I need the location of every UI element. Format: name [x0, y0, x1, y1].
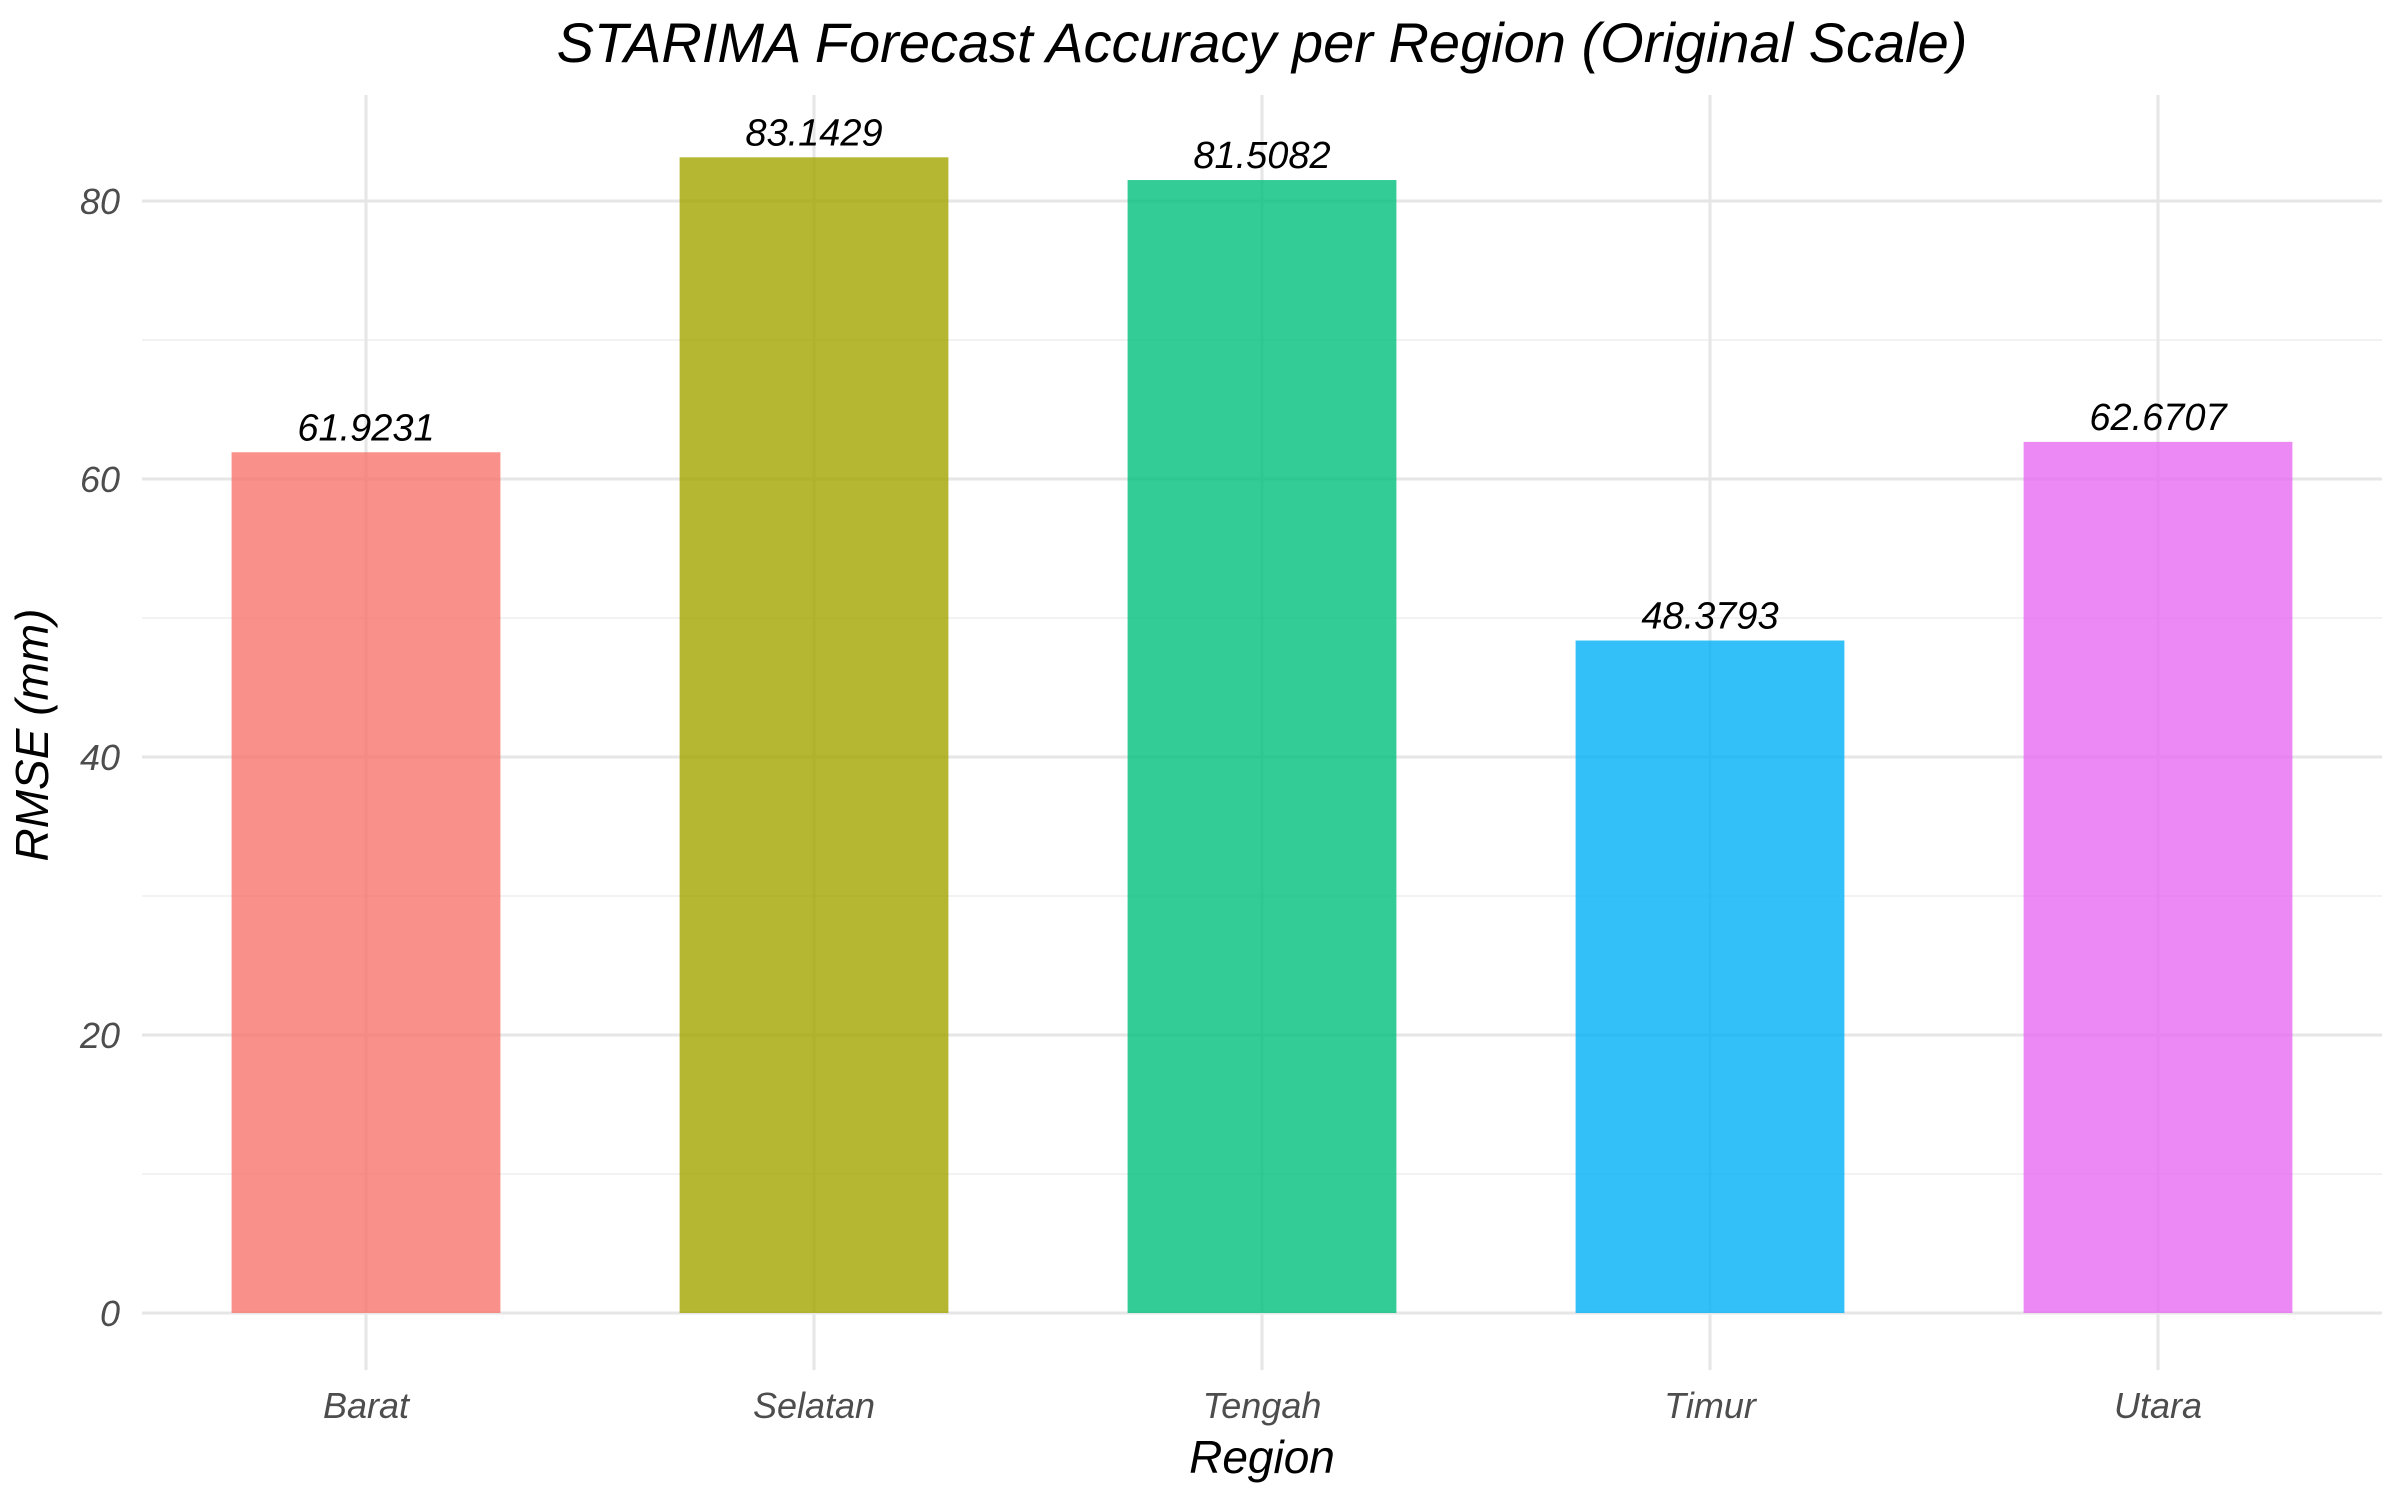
y-tick-label: 40 — [80, 737, 120, 778]
x-axis-label: Region — [1189, 1431, 1335, 1483]
chart-title: STARIMA Forecast Accuracy per Region (Or… — [557, 11, 1968, 74]
data-label-barat: 61.9231 — [297, 407, 434, 449]
y-axis-ticks: 0 20 40 60 80 — [79, 181, 120, 1334]
bar-barat — [231, 452, 501, 1313]
x-tick-label: Tengah — [1203, 1385, 1322, 1426]
data-label-timur: 48.3793 — [1641, 596, 1778, 638]
data-labels: 61.9231 83.1429 81.5082 48.3793 62.6707 — [297, 112, 2228, 637]
bars — [231, 157, 2293, 1314]
y-tick-label: 20 — [79, 1015, 120, 1056]
y-axis-label: RMSE (mm) — [6, 609, 58, 862]
data-label-utara: 62.6707 — [2089, 397, 2228, 439]
x-tick-label: Timur — [1664, 1385, 1758, 1426]
x-tick-label: Utara — [2114, 1385, 2202, 1426]
y-tick-label: 80 — [80, 181, 120, 222]
bar-selatan — [679, 157, 949, 1313]
data-label-selatan: 83.1429 — [745, 112, 882, 154]
bar-tengah — [1127, 180, 1397, 1314]
x-axis-ticks: Barat Selatan Tengah Timur Utara — [323, 1385, 2202, 1426]
x-tick-label: Barat — [323, 1385, 411, 1426]
y-tick-label: 0 — [100, 1293, 120, 1334]
x-tick-label: Selatan — [753, 1385, 875, 1426]
y-tick-label: 60 — [80, 459, 120, 500]
bar-timur — [1575, 640, 1845, 1313]
data-label-tengah: 81.5082 — [1193, 135, 1330, 177]
bar-utara — [2023, 441, 2293, 1313]
